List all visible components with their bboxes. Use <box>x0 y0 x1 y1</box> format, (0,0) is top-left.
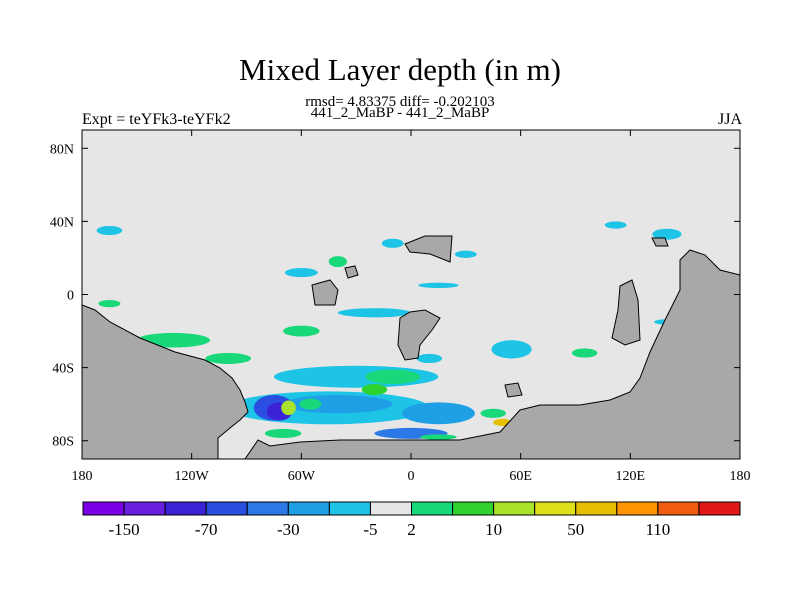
colorbar-box-11 <box>534 501 577 516</box>
colorbar-box-6 <box>328 501 371 516</box>
anomaly-region-1 <box>604 221 627 229</box>
x-tick-label-1: 120W <box>175 469 210 484</box>
x-tick-label-3: 0 <box>408 469 415 484</box>
anomaly-region-27 <box>361 384 388 396</box>
colorbar-label-7: 110 <box>645 520 670 539</box>
colorbar-box-9 <box>452 501 495 516</box>
anomaly-region-17 <box>205 352 252 364</box>
colorbar-box-14 <box>657 501 700 516</box>
anomaly-region-10 <box>283 325 320 337</box>
colorbar-box-3 <box>205 501 248 516</box>
experiment-label: Expt = teYFk3-teYFk2 <box>82 111 231 128</box>
colorbar: -150 -70 -30 -5 2 10 50 110 <box>82 501 741 539</box>
anomaly-region-28 <box>480 408 507 418</box>
anomaly-region-6 <box>454 250 477 258</box>
land-antarctica <box>244 249 740 459</box>
y-tick-label-0: 80N <box>50 142 74 157</box>
y-tick-label-1: 40N <box>50 215 74 230</box>
anomaly-region-26 <box>299 398 322 410</box>
colorbar-box-1 <box>123 501 166 516</box>
anomaly-region-7 <box>284 267 318 278</box>
anomaly-region-8 <box>418 282 459 289</box>
chart-subtitle-stats: rmsd= 4.83375 diff= -0.202103 <box>305 94 495 110</box>
colorbar-box-10 <box>493 501 536 516</box>
x-tick-label-5: 120E <box>616 469 646 484</box>
colorbar-label-5: 10 <box>485 520 502 539</box>
anomaly-region-21 <box>283 395 393 414</box>
colorbar-box-7 <box>369 501 412 516</box>
anomaly-region-30 <box>264 428 302 438</box>
y-tick-label-3: 40S <box>52 362 74 377</box>
colorbar-label-2: -30 <box>277 520 300 539</box>
land-africa <box>397 309 441 361</box>
land-arabia <box>404 235 453 263</box>
anomaly-field <box>96 221 682 440</box>
anomaly-region-25 <box>281 400 296 416</box>
colorbar-label-4: 2 <box>407 520 416 539</box>
x-tick-label-0: 180 <box>72 469 93 484</box>
y-axis: 80N 40N 0 40S 80S <box>50 142 740 450</box>
colorbar-box-8 <box>411 501 454 516</box>
anomaly-region-5 <box>328 256 348 268</box>
colorbar-box-2 <box>164 501 207 516</box>
land-mask <box>82 235 740 459</box>
land-maritime-continent <box>611 279 641 346</box>
anomaly-region-13 <box>571 348 598 358</box>
colorbar-box-0 <box>82 501 125 516</box>
land-southern-island <box>504 382 523 398</box>
colorbar-box-5 <box>287 501 330 516</box>
colorbar-label-3: -5 <box>363 520 377 539</box>
chart-title: Mixed Layer depth (in m) <box>239 52 561 87</box>
colorbar-box-4 <box>246 501 289 516</box>
land-north-pacific-island <box>651 237 669 247</box>
x-tick-label-6: 180 <box>730 469 751 484</box>
x-axis: 180 120W 60W 0 60E 120E 180 <box>72 130 751 484</box>
colorbar-label-6: 50 <box>567 520 584 539</box>
land-caribbean <box>344 265 359 279</box>
chart-subtitle-runs: 441_2_MaBP - 441_2_MaBP <box>310 105 490 121</box>
anomaly-region-0 <box>96 225 123 236</box>
anomaly-region-22 <box>401 402 475 425</box>
anomaly-region-19 <box>365 369 421 385</box>
anomaly-region-12 <box>416 353 443 364</box>
land-central-america <box>311 279 339 306</box>
y-tick-label-4: 80S <box>52 435 74 450</box>
colorbar-label-0: -150 <box>108 520 139 539</box>
anomaly-region-15 <box>98 299 121 308</box>
anomaly-region-9 <box>337 308 412 318</box>
anomaly-region-3 <box>381 238 404 248</box>
y-tick-label-2: 0 <box>67 289 74 304</box>
anomaly-region-2 <box>652 228 682 240</box>
colorbar-box-12 <box>575 501 618 516</box>
season-label: JJA <box>717 111 742 128</box>
x-tick-label-4: 60E <box>509 469 532 484</box>
colorbar-box-15 <box>698 501 741 516</box>
colorbar-box-13 <box>616 501 659 516</box>
x-tick-label-2: 60W <box>288 469 316 484</box>
colorbar-label-1: -70 <box>195 520 218 539</box>
anomaly-region-11 <box>491 340 532 359</box>
anomaly-region-32 <box>420 434 457 440</box>
land-south-america <box>82 304 249 459</box>
